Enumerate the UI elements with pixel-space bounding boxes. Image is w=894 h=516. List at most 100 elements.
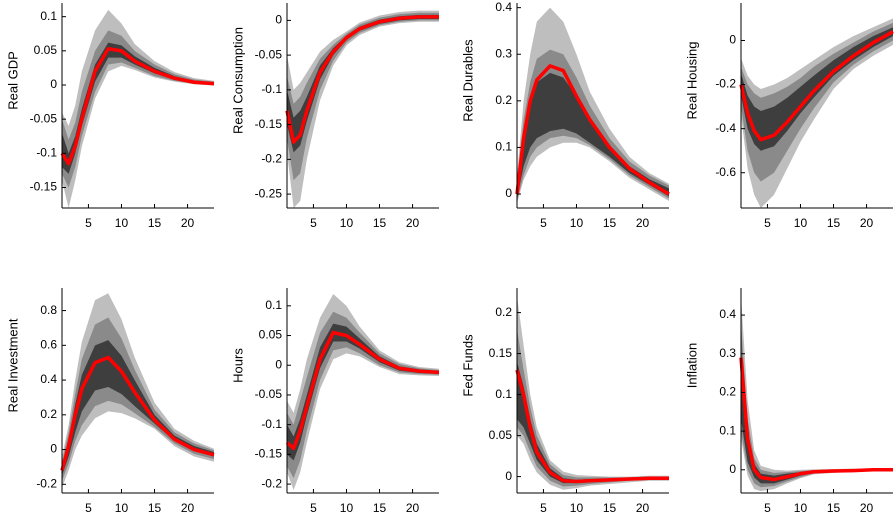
- y-axis-label: Fed Funds: [460, 334, 475, 397]
- x-tick-label: 20: [860, 501, 874, 515]
- y-tick-label: 0.1: [719, 423, 736, 437]
- y-tick-label: -0.05: [255, 47, 283, 61]
- y-tick-label: 0: [50, 77, 57, 91]
- x-tick-label: 10: [340, 216, 354, 230]
- median-line: [739, 30, 894, 142]
- y-tick-label: 0.2: [719, 385, 736, 399]
- median-line: [739, 357, 893, 482]
- y-tick-label: 0.15: [489, 346, 513, 360]
- y-tick-label: -0.2: [36, 476, 57, 490]
- x-tick-label: 15: [148, 216, 162, 230]
- y-tick-label: -0.1: [261, 82, 282, 96]
- y-tick-label: 0: [729, 462, 736, 476]
- y-tick-label: -0.1: [261, 417, 282, 431]
- y-tick-label: 0.2: [40, 407, 57, 421]
- x-tick-label: 15: [148, 501, 162, 515]
- y-tick-label: 0.05: [259, 328, 283, 342]
- y-tick-label: 0: [275, 357, 282, 371]
- y-tick-label: 0.8: [40, 303, 57, 317]
- x-tick-label: 5: [540, 501, 547, 515]
- x-tick-label: 5: [764, 216, 771, 230]
- x-tick-label: 20: [181, 216, 195, 230]
- y-tick-label: -0.05: [255, 387, 283, 401]
- x-tick-label: 10: [115, 216, 129, 230]
- x-tick-label: 15: [603, 216, 617, 230]
- x-tick-label: 10: [570, 216, 584, 230]
- y-tick-label: 0.05: [489, 428, 513, 442]
- y-tick-label: -0.15: [30, 180, 58, 194]
- y-axis-label: Real Consumption: [230, 27, 245, 134]
- y-tick-label: 0.2: [495, 93, 512, 107]
- x-tick-label: 15: [827, 501, 841, 515]
- x-tick-label: 5: [85, 216, 92, 230]
- x-tick-label: 10: [570, 501, 584, 515]
- band: [741, 295, 893, 492]
- y-tick-label: 0: [505, 469, 512, 483]
- x-tick-label: 5: [764, 501, 771, 515]
- median-line: [285, 330, 440, 451]
- x-tick-label: 10: [794, 501, 808, 515]
- y-tick-label: -0.2: [261, 152, 282, 166]
- x-tick-label: 5: [540, 216, 547, 230]
- y-tick-label: 0.4: [40, 372, 57, 386]
- band: [287, 12, 439, 181]
- y-tick-label: 0: [729, 33, 736, 47]
- x-tick-label: 5: [85, 501, 92, 515]
- x-tick-label: 5: [310, 216, 317, 230]
- x-tick-label: 20: [636, 216, 650, 230]
- x-tick-label: 10: [340, 501, 354, 515]
- median-line: [60, 355, 215, 471]
- y-axis-label: Real Housing: [684, 41, 699, 119]
- x-tick-label: 20: [181, 501, 195, 515]
- median-line: [515, 64, 670, 196]
- band: [287, 323, 439, 461]
- y-tick-label: -0.05: [30, 111, 58, 125]
- median-line: [515, 369, 669, 484]
- y-tick-label: 0: [275, 13, 282, 27]
- band: [741, 322, 893, 488]
- median-line: [285, 15, 439, 144]
- y-tick-label: -0.4: [715, 121, 736, 135]
- y-tick-label: 0.3: [719, 346, 736, 360]
- y-axis-label: Hours: [230, 348, 245, 383]
- y-tick-label: -0.2: [261, 476, 282, 490]
- y-tick-label: -0.6: [715, 165, 736, 179]
- y-tick-label: 0.2: [495, 305, 512, 319]
- y-tick-label: 0.1: [495, 387, 512, 401]
- x-tick-label: 20: [636, 501, 650, 515]
- x-tick-label: 20: [406, 216, 420, 230]
- x-tick-label: 15: [827, 216, 841, 230]
- y-axis-label: Real Durables: [460, 39, 475, 122]
- y-tick-label: 0.1: [265, 298, 282, 312]
- y-tick-label: 0.3: [495, 46, 512, 60]
- y-tick-label: 0.4: [495, 0, 512, 14]
- y-tick-label: 0.6: [40, 338, 57, 352]
- y-tick-label: -0.2: [715, 77, 736, 91]
- x-tick-label: 5: [310, 501, 317, 515]
- y-tick-label: 0.1: [40, 9, 57, 23]
- band: [62, 340, 214, 476]
- x-tick-label: 10: [794, 216, 808, 230]
- y-axis-label: Real GDP: [5, 51, 20, 110]
- x-tick-label: 20: [406, 501, 420, 515]
- y-tick-label: 0.05: [34, 43, 58, 57]
- y-tick-label: 0.4: [719, 307, 736, 321]
- y-tick-label: -0.1: [36, 146, 57, 160]
- x-tick-label: 15: [373, 216, 387, 230]
- x-tick-label: 20: [860, 216, 874, 230]
- y-tick-label: -0.15: [255, 447, 283, 461]
- y-tick-label: 0.1: [495, 140, 512, 154]
- x-tick-label: 15: [603, 501, 617, 515]
- band: [741, 353, 893, 484]
- y-tick-label: -0.25: [255, 186, 283, 200]
- x-tick-label: 15: [373, 501, 387, 515]
- y-axis-label: Inflation: [684, 343, 699, 389]
- y-axis-label: Real Investment: [5, 318, 20, 412]
- band: [517, 72, 669, 199]
- y-tick-label: -0.15: [255, 117, 283, 131]
- y-tick-label: 0: [50, 442, 57, 456]
- band: [741, 22, 893, 182]
- x-tick-label: 10: [115, 501, 129, 515]
- median-line: [60, 47, 215, 166]
